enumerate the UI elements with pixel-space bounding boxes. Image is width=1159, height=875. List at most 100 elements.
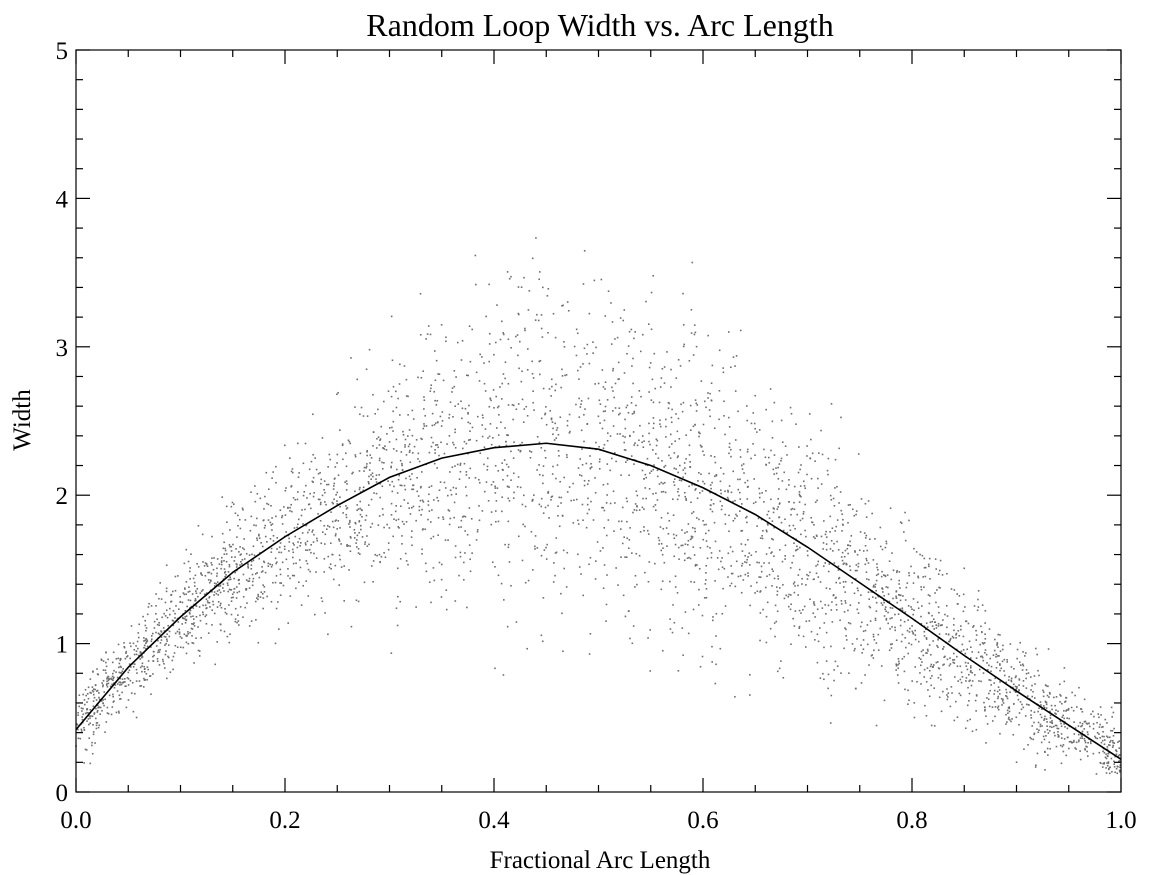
scatter-point	[363, 466, 366, 469]
scatter-point	[311, 480, 314, 483]
scatter-point	[305, 560, 308, 562]
scatter-point	[1018, 723, 1020, 726]
scatter-point	[125, 650, 128, 653]
scatter-point	[766, 575, 768, 578]
scatter-point	[938, 696, 941, 699]
scatter-point	[817, 576, 820, 578]
scatter-point	[834, 530, 836, 532]
scatter-point	[996, 643, 999, 646]
scatter-point	[136, 640, 139, 643]
scatter-point	[836, 665, 839, 668]
scatter-point	[1118, 754, 1121, 756]
scatter-point	[187, 599, 190, 601]
scatter-point	[191, 642, 194, 644]
scatter-point	[834, 487, 836, 489]
scatter-point	[1094, 737, 1097, 739]
scatter-point	[730, 491, 733, 494]
scatter-point	[814, 616, 816, 618]
scatter-point	[621, 542, 624, 545]
scatter-point	[502, 478, 504, 481]
scatter-point	[133, 653, 136, 656]
scatter-point	[357, 552, 360, 554]
scatter-point	[854, 578, 857, 580]
scatter-point	[1070, 741, 1073, 744]
scatter-point	[403, 484, 406, 487]
scatter-point	[727, 552, 730, 555]
scatter-point	[1111, 730, 1114, 732]
scatter-point	[715, 663, 717, 666]
scatter-point	[1046, 747, 1049, 750]
scatter-point	[390, 502, 393, 505]
scatter-point	[407, 395, 409, 398]
scatter-point	[225, 553, 228, 555]
scatter-point	[150, 646, 152, 648]
scatter-point	[547, 491, 550, 494]
scatter-point	[290, 485, 293, 487]
scatter-point	[585, 462, 588, 465]
scatter-point	[570, 499, 572, 502]
scatter-point	[689, 461, 691, 463]
scatter-point	[187, 632, 190, 635]
scatter-point	[705, 579, 707, 581]
scatter-point	[830, 609, 833, 611]
scatter-point	[652, 505, 655, 508]
scatter-point	[946, 572, 948, 575]
scatter-point	[620, 520, 623, 523]
scatter-point	[366, 451, 368, 453]
scatter-point	[653, 352, 656, 355]
scatter-point	[754, 427, 757, 430]
scatter-point	[829, 588, 831, 590]
scatter-point	[204, 615, 207, 618]
scatter-point	[419, 486, 422, 489]
scatter-point	[125, 652, 127, 654]
scatter-point	[809, 457, 811, 459]
scatter-point	[633, 410, 636, 413]
scatter-point	[897, 594, 900, 596]
scatter-point	[721, 557, 723, 559]
scatter-point	[558, 455, 560, 457]
scatter-point	[627, 411, 630, 414]
scatter-point	[182, 646, 185, 649]
scatter-point	[952, 659, 954, 661]
scatter-point	[287, 507, 289, 509]
scatter-point	[333, 482, 336, 485]
scatter-point	[370, 474, 372, 476]
scatter-point	[663, 382, 666, 384]
scatter-point	[220, 567, 222, 570]
scatter-point	[349, 526, 351, 528]
scatter-point	[500, 582, 503, 585]
scatter-point	[619, 528, 622, 530]
scatter-point	[582, 519, 584, 522]
scatter-point	[667, 512, 669, 515]
scatter-point	[327, 483, 330, 486]
scatter-point	[1042, 705, 1045, 707]
scatter-point	[823, 520, 825, 522]
scatter-point	[410, 536, 413, 538]
scatter-point	[1099, 737, 1102, 739]
scatter-point	[379, 561, 382, 563]
scatter-point	[507, 382, 510, 385]
scatter-point	[1049, 725, 1051, 728]
scatter-point	[411, 544, 413, 547]
scatter-point	[766, 601, 769, 604]
scatter-point	[1008, 710, 1011, 713]
scatter-point	[526, 414, 529, 417]
scatter-point	[1099, 706, 1102, 708]
scatter-point	[146, 613, 149, 616]
scatter-point	[969, 718, 971, 721]
scatter-point	[1079, 721, 1081, 724]
scatter-point	[688, 360, 691, 362]
scatter-point	[775, 586, 778, 588]
scatter-point	[911, 608, 913, 611]
scatter-point	[396, 492, 399, 494]
scatter-point	[612, 390, 614, 392]
scatter-point	[137, 632, 140, 634]
scatter-point	[662, 649, 664, 652]
scatter-point	[929, 677, 932, 680]
scatter-point	[624, 556, 626, 558]
scatter-point	[508, 500, 511, 502]
scatter-point	[705, 540, 708, 542]
scatter-point	[1057, 710, 1059, 713]
scatter-point	[226, 582, 229, 584]
scatter-point	[258, 533, 260, 536]
